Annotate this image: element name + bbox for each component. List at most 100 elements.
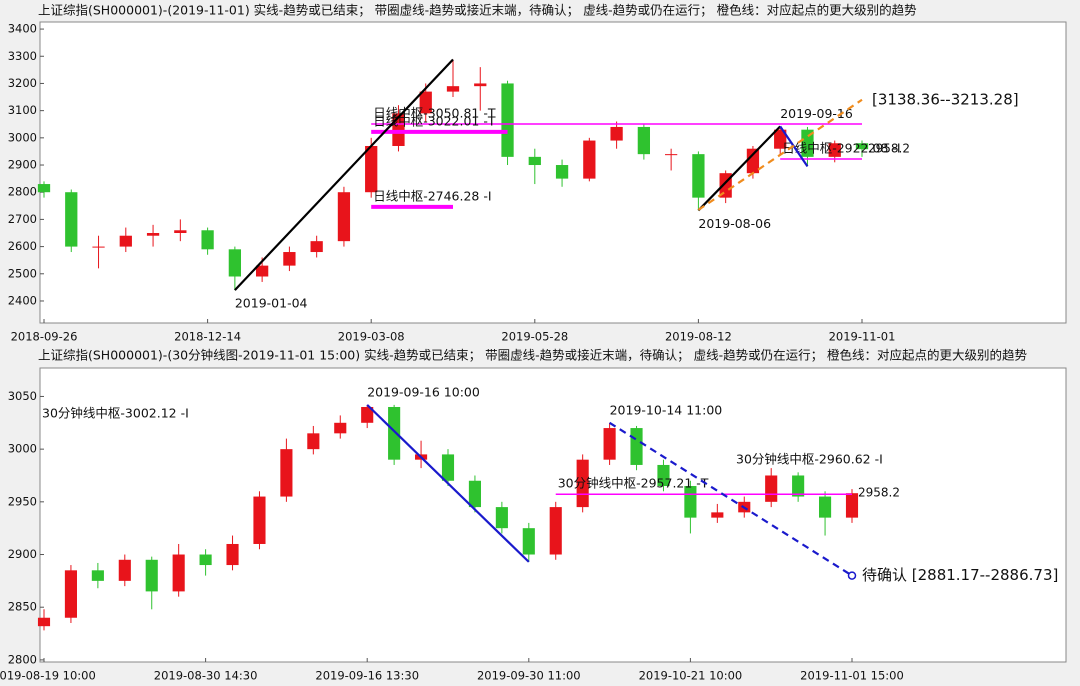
end-label: 待确认 [2881.17--2886.73] [862, 566, 1058, 584]
y-tick-label: 2900 [8, 158, 37, 172]
candle-body [603, 428, 616, 460]
x-tick-label: 2019-08-19 10:00 [0, 669, 96, 683]
y-tick-label: 3050 [8, 389, 37, 403]
candle-body [334, 422, 347, 434]
candle-body [446, 86, 460, 92]
trend-label: 2019-09-16 10:00 [367, 384, 480, 399]
trend-label: 2019-08-06 [698, 216, 771, 231]
last-price-label: 2958.2 [868, 142, 910, 156]
candle-body [495, 507, 508, 529]
y-tick-label: 3300 [8, 49, 37, 63]
y-tick-label: 3400 [8, 22, 37, 36]
candle-body [610, 126, 623, 141]
candle-body [657, 464, 670, 487]
candle-body [37, 617, 51, 627]
candle-body [255, 265, 269, 277]
candle-body [684, 486, 697, 518]
trend-line [234, 58, 454, 291]
candle-body [91, 570, 104, 581]
candle-body [549, 507, 562, 555]
candle-body [522, 528, 535, 555]
last-price-label: 2958.2 [858, 486, 900, 500]
candle-body [419, 91, 432, 114]
candle-body [692, 154, 705, 198]
y-tick-label: 2500 [8, 266, 37, 280]
y-tick-label: 3000 [8, 130, 37, 144]
candle-body [253, 496, 266, 544]
trend-label: 2019-01-04 [235, 296, 308, 311]
y-tick-label: 2800 [8, 185, 37, 199]
end-marker [847, 571, 857, 580]
y-tick-label: 2900 [8, 547, 37, 561]
candle-body [637, 126, 651, 155]
pivot-label: 30分钟线中枢-2960.62 -I [736, 452, 883, 467]
candle-body [711, 512, 724, 518]
candle-body [201, 230, 214, 250]
candle-body [118, 559, 131, 581]
candle-body [801, 129, 814, 157]
trend-label: 2019-10-14 11:00 [610, 402, 723, 417]
candle-body [855, 143, 869, 150]
y-tick-label: 2600 [8, 239, 37, 253]
candle-body [765, 475, 778, 502]
candle-body [388, 406, 401, 460]
plot-area [39, 21, 1067, 324]
candle-body [474, 83, 487, 87]
candle-body [337, 192, 351, 242]
candle-body [583, 140, 596, 179]
y-tick-label: 2800 [8, 652, 37, 666]
trend-line [697, 98, 863, 211]
candle-body [228, 249, 242, 277]
candle-body [828, 143, 841, 157]
end-label: [3138.36--3213.28] [872, 90, 1019, 108]
pivot-label: 日线中枢-3050.81 -T [373, 106, 496, 121]
x-tick-label: 2019-09-16 13:30 [315, 669, 419, 683]
y-tick-label: 3100 [8, 103, 37, 117]
candle-body [146, 232, 160, 236]
pivot-label: 日线中枢-2922.08 -I [782, 141, 900, 156]
candle-body [630, 428, 643, 465]
x-tick-label: 2019-08-30 14:30 [154, 669, 258, 683]
candle-body [37, 184, 51, 193]
y-tick-label: 3200 [8, 76, 37, 90]
candle-body [199, 554, 212, 566]
pivot-label: 日线中枢-2746.28 -I [373, 188, 491, 203]
candle-body [65, 192, 78, 247]
y-tick-label: 3000 [8, 442, 37, 456]
candle-body [845, 493, 859, 518]
candle-body [774, 129, 787, 149]
x-tick-label: 2019-03-08 [338, 330, 405, 344]
candle-body [792, 475, 805, 497]
x-tick-label: 2018-12-14 [174, 330, 241, 344]
pivot-label: 日线中枢-3022.01 -T [373, 113, 496, 128]
candle-body [226, 543, 239, 566]
y-tick-label: 2400 [8, 293, 37, 307]
x-tick-label: 2019-10-21 10:00 [639, 669, 743, 683]
candle-body [283, 252, 296, 266]
trend-label: 2019-09-16 [780, 106, 853, 121]
pivot-label: 30分钟线中枢-3002.12 -I [42, 406, 189, 421]
candle-body [174, 230, 187, 233]
candle-body [576, 459, 589, 508]
trend-line [366, 404, 530, 563]
candle-body [280, 449, 293, 497]
x-tick-label: 2018-09-26 [11, 330, 78, 344]
candle-body [528, 156, 541, 166]
candle-body [819, 496, 832, 518]
x-tick-label: 2019-11-01 15:00 [800, 669, 904, 683]
candle-body [307, 433, 320, 450]
trend-line [697, 125, 781, 212]
chart-title: 上证综指(SH000001)-(2019-11-01) 实线-趋势或已结束； 带… [38, 3, 917, 18]
chart-title: 上证综指(SH000001)-(30分钟线图-2019-11-01 15:00)… [38, 348, 1028, 363]
candle-body [441, 454, 455, 481]
candle-body [145, 559, 158, 592]
candle-body [361, 406, 374, 423]
candle-body [64, 570, 77, 618]
candle-body [468, 480, 481, 508]
candle-body [365, 145, 378, 193]
x-tick-label: 2019-11-01 [829, 330, 896, 344]
candle-body [119, 235, 132, 247]
y-tick-label: 2700 [8, 212, 37, 226]
x-tick-label: 2019-09-30 11:00 [477, 669, 581, 683]
